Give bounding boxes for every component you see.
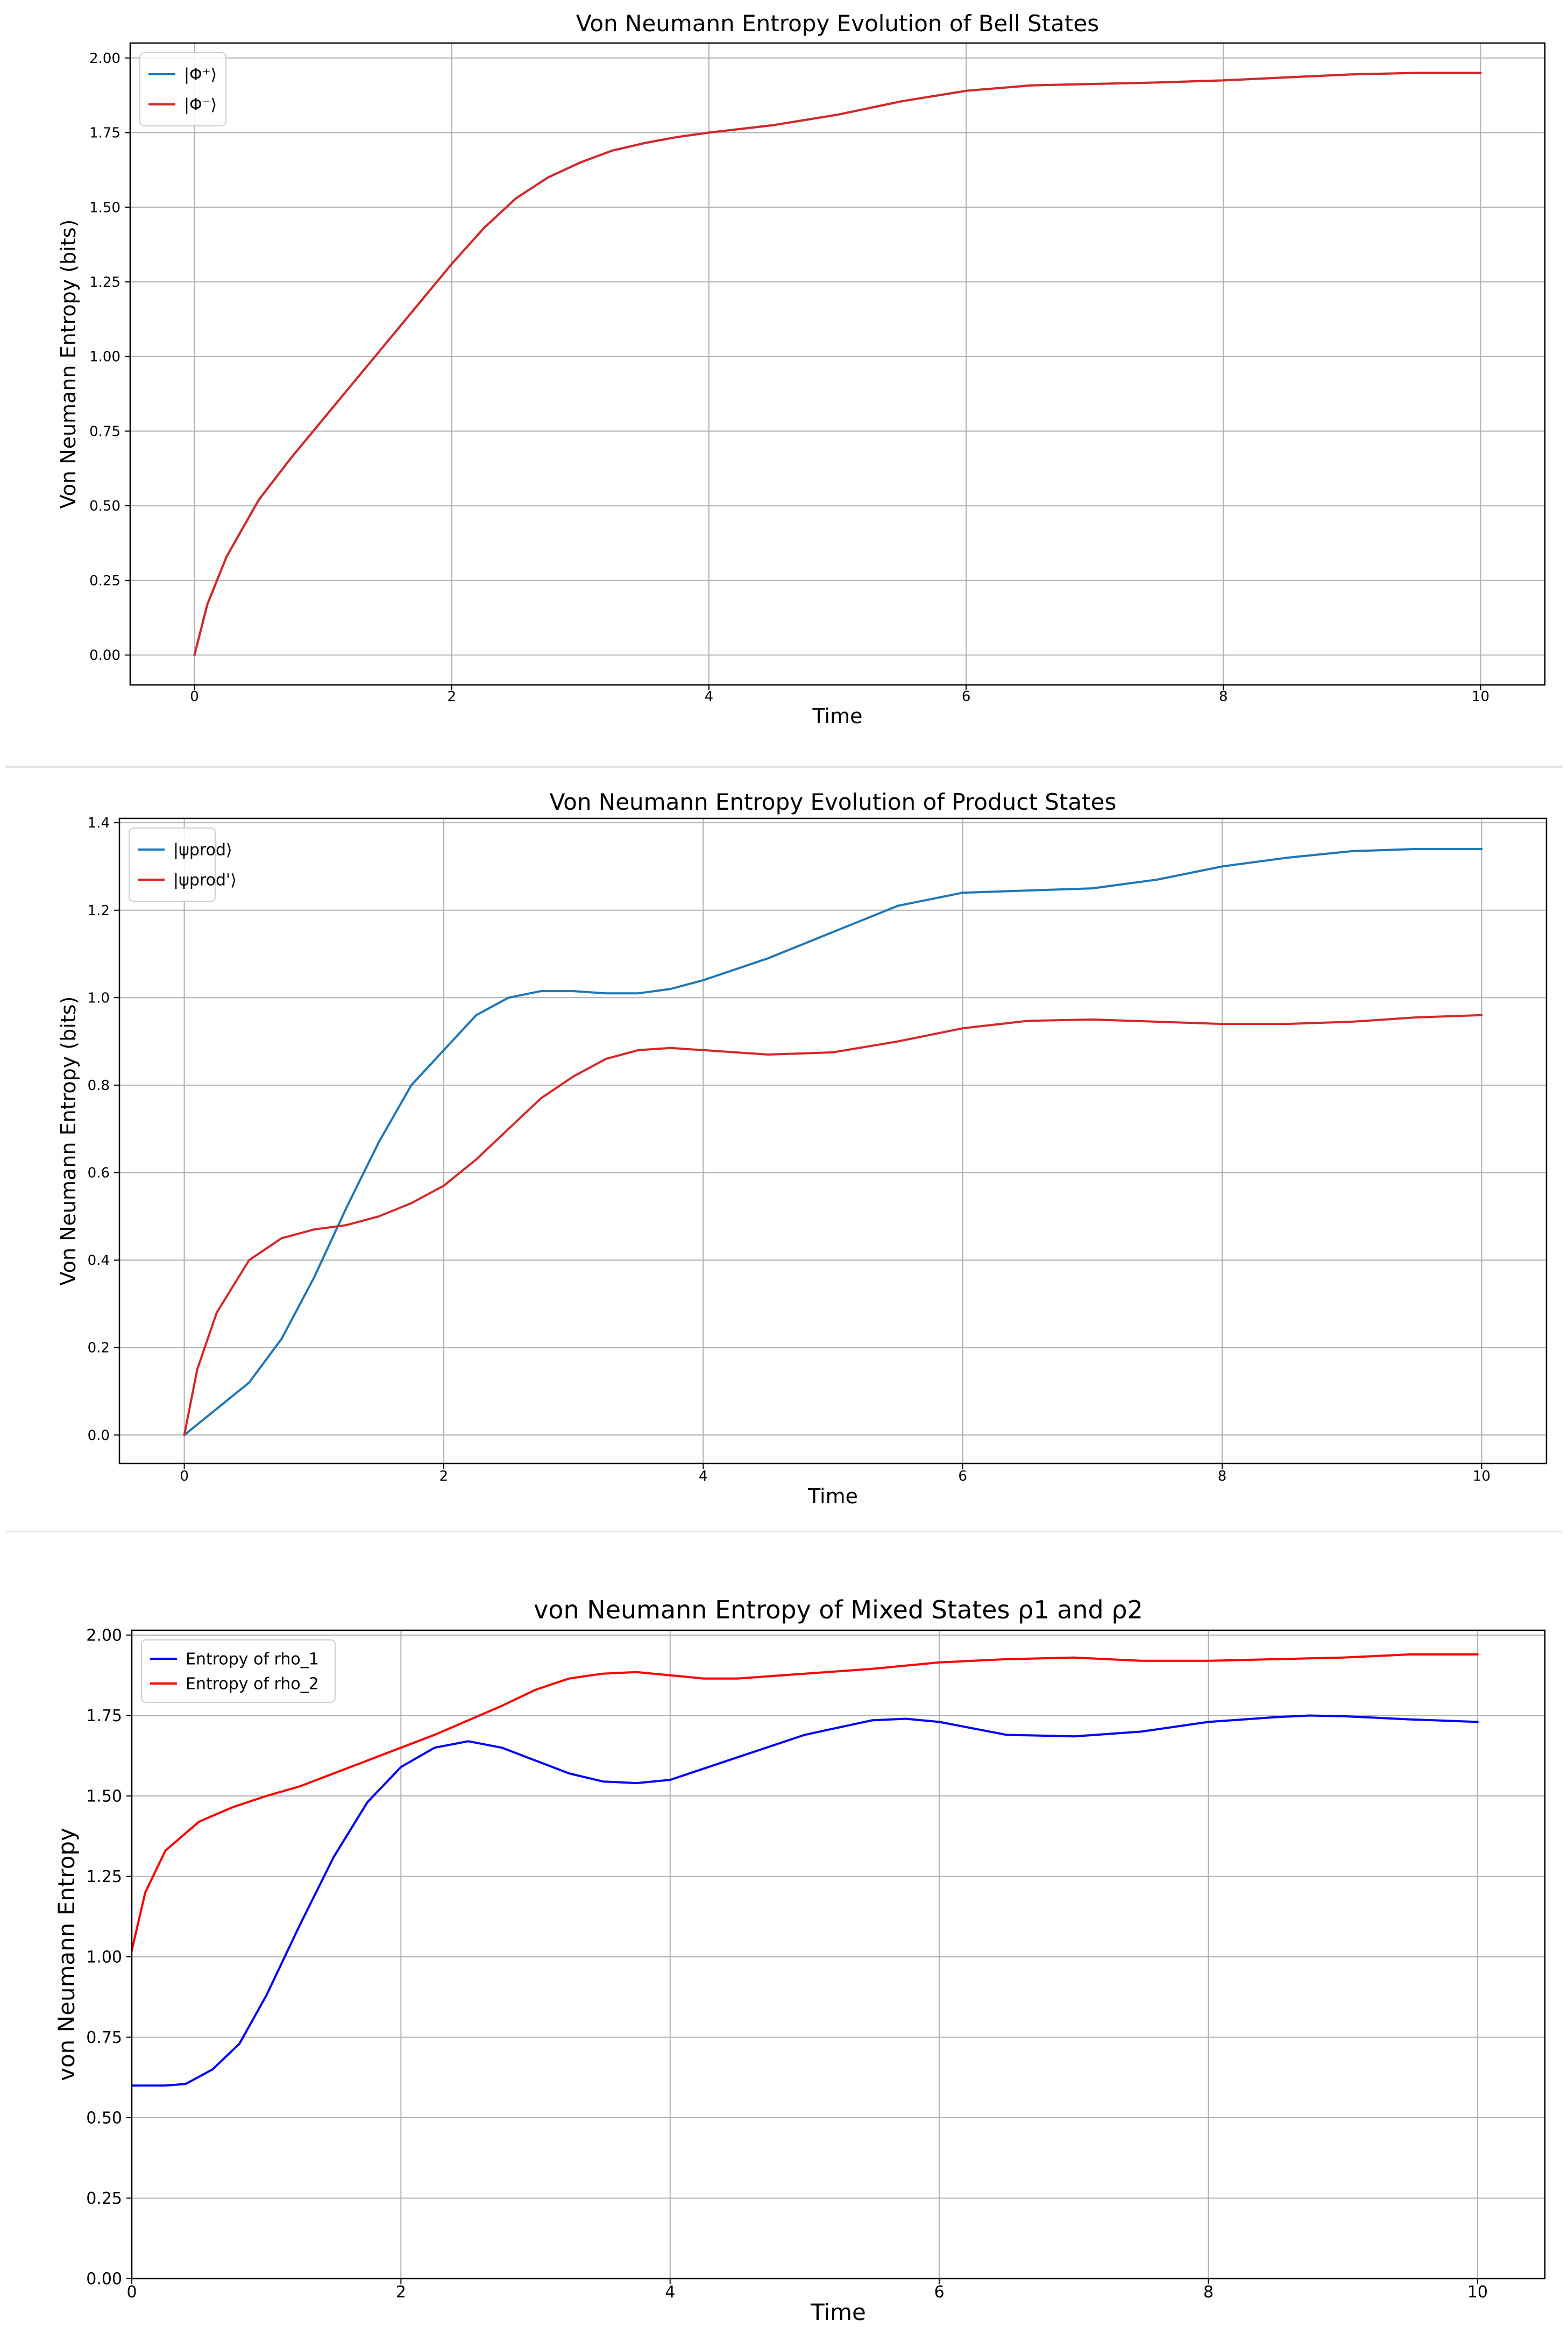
series-line-2 <box>183 1014 1483 1437</box>
y-axis-label: von Neumann Entropy <box>53 1828 80 2081</box>
x-tick-label: 8 <box>1219 689 1228 705</box>
y-tick-label: 0.6 <box>88 1165 110 1182</box>
x-tick-label: 8 <box>1218 1468 1227 1484</box>
y-tick-label: 0.50 <box>89 498 120 514</box>
legend-label: |Φ⁻⟩ <box>184 96 217 115</box>
x-axis-label: Time <box>812 704 863 728</box>
chart-panel-3: 0 2 4 6 8 10 0.00 0.25 0.50 0.75 1.00 1.25 1.50 1.75 2… <box>53 1595 1546 2325</box>
x-tick-label: 8 <box>1203 2283 1214 2302</box>
y-tick-label: 1.2 <box>88 903 110 919</box>
series-line-1 <box>193 72 1482 656</box>
series-line-2 <box>131 1653 1479 1951</box>
chart-panel-2: 0 2 4 6 8 10 0.0 0.2 0.4 0.6 0.8 1.0 1.2 1.4 Von Neuma… <box>56 789 1548 1508</box>
chart-title: von Neumann Entropy of Mixed States ρ1 a… <box>534 1595 1143 1624</box>
legend-label: |ψprod'⟩ <box>173 871 237 890</box>
y-tick-label: 0.50 <box>86 2109 122 2127</box>
x-tick-label: 0 <box>190 689 199 705</box>
x-tick-label: 2 <box>396 2283 406 2302</box>
x-axis-label: Time <box>807 1484 858 1508</box>
y-tick-label: 0.4 <box>88 1253 110 1269</box>
panel-divider <box>5 766 1563 768</box>
axes-frame <box>129 42 1546 686</box>
y-tick-label: 0.0 <box>88 1427 110 1444</box>
x-axis-label: Time <box>810 2299 866 2324</box>
x-tick-label: 0 <box>126 2283 137 2302</box>
series-line-1 <box>131 1714 1479 2087</box>
y-tick-label: 0.2 <box>88 1340 110 1356</box>
y-tick-label: 1.00 <box>89 349 120 365</box>
y-tick-label: 0.75 <box>89 423 120 440</box>
chart-title: Von Neumann Entropy Evolution of Bell St… <box>576 10 1099 37</box>
x-tick-label: 4 <box>699 1468 708 1484</box>
axes-frame <box>131 1629 1546 2280</box>
legend-box <box>129 827 216 902</box>
legend-label: Entropy of rho_2 <box>186 1675 319 1694</box>
x-tick-label: 6 <box>958 1468 967 1484</box>
y-tick-label: 0.00 <box>89 648 120 664</box>
x-tick-label: 10 <box>1473 1468 1491 1484</box>
y-tick-label: 0.25 <box>86 2189 122 2208</box>
y-tick-label: 2.00 <box>86 1626 122 1645</box>
legend-label: |ψprod⟩ <box>173 841 232 860</box>
chart-panel-1: 0 2 4 6 8 10 0.00 0.25 0.50 0.75 1.00 1.25 1.50 1.75 2… <box>56 10 1546 728</box>
axes-frame <box>118 817 1548 1465</box>
y-tick-label: 1.4 <box>88 815 110 831</box>
panel-divider <box>5 1531 1563 1532</box>
y-tick-label: 0.25 <box>89 573 120 589</box>
y-tick-label: 1.25 <box>89 274 120 291</box>
x-tick-label: 4 <box>665 2283 675 2302</box>
series-line-1 <box>183 847 1483 1437</box>
x-tick-label: 6 <box>962 689 971 705</box>
y-tick-label: 0.75 <box>86 2028 122 2047</box>
y-tick-label: 0.00 <box>86 2270 122 2289</box>
x-tick-label: 10 <box>1467 2283 1488 2302</box>
y-tick-label: 1.0 <box>88 990 110 1006</box>
y-axis-label: Von Neumann Entropy (bits) <box>56 220 80 509</box>
y-tick-label: 1.25 <box>86 1868 122 1886</box>
y-axis-label: Von Neumann Entropy (bits) <box>56 996 80 1286</box>
x-tick-label: 4 <box>705 689 714 705</box>
y-tick-label: 2.00 <box>89 51 120 67</box>
x-tick-label: 2 <box>439 1468 449 1484</box>
y-tick-label: 1.00 <box>86 1948 122 1967</box>
y-tick-label: 1.75 <box>89 125 120 142</box>
x-tick-label: 2 <box>447 689 456 705</box>
x-tick-label: 10 <box>1472 689 1489 705</box>
y-tick-label: 0.8 <box>88 1078 110 1094</box>
y-tick-label: 1.75 <box>86 1707 122 1725</box>
x-tick-label: 6 <box>934 2283 945 2302</box>
y-tick-label: 1.50 <box>86 1787 122 1806</box>
legend-label: |Φ⁺⟩ <box>184 66 217 84</box>
chart-title: Von Neumann Entropy Evolution of Product… <box>550 789 1117 815</box>
y-tick-label: 1.50 <box>89 200 120 216</box>
series-line-2 <box>193 72 1482 656</box>
legend-box <box>141 1639 336 1703</box>
legend-label: Entropy of rho_1 <box>186 1650 319 1669</box>
x-tick-label: 0 <box>180 1468 189 1484</box>
legend-box <box>139 52 226 126</box>
